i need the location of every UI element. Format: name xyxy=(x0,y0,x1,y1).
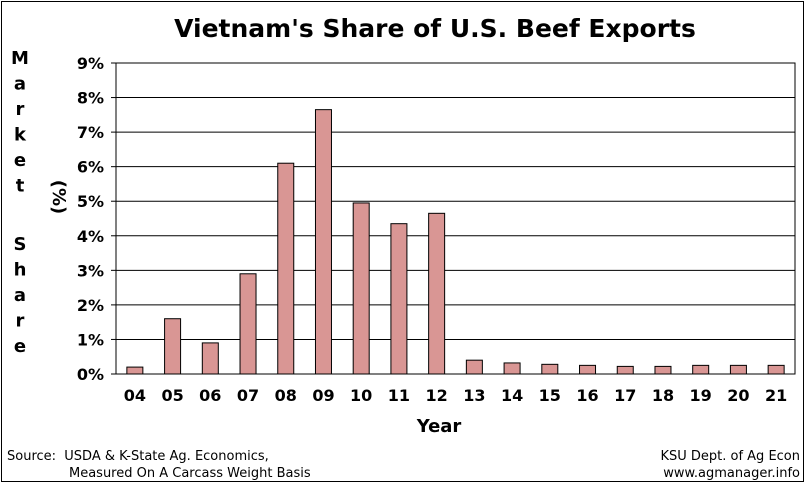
bar-16 xyxy=(579,364,597,375)
y-tick-label: 7% xyxy=(77,123,104,142)
bar-06 xyxy=(201,342,219,375)
x-tick-label: 14 xyxy=(501,386,523,405)
y-axis-label-share-letter: h xyxy=(14,260,27,281)
y-axis-label-share-letter: r xyxy=(16,311,25,332)
bar-05 xyxy=(164,318,182,375)
x-tick-label: 20 xyxy=(727,386,749,405)
x-tick-label: 08 xyxy=(275,386,297,405)
x-tick-label: 05 xyxy=(161,386,183,405)
y-axis-label-market-letter: M xyxy=(11,48,29,69)
source-line-1: Source: USDA & K-State Ag. Economics, xyxy=(7,449,269,464)
credit-line-1: KSU Dept. of Ag Econ xyxy=(660,449,800,464)
plot-area xyxy=(115,62,796,375)
x-tick-label: 06 xyxy=(199,386,221,405)
bar-18 xyxy=(654,365,672,375)
bar-04 xyxy=(126,366,144,375)
bar-14 xyxy=(503,362,521,375)
y-axis-unit: (%) xyxy=(48,180,69,215)
y-axis-label-market-letter: t xyxy=(16,176,25,197)
source-line-2: Measured On A Carcass Weight Basis xyxy=(7,466,311,481)
y-tick-label: 4% xyxy=(77,227,104,246)
bar-17 xyxy=(616,365,634,375)
bar-12 xyxy=(428,212,446,375)
x-tick-label: 16 xyxy=(576,386,598,405)
chart-title: Vietnam's Share of U.S. Beef Exports xyxy=(174,14,696,43)
x-tick-label: 13 xyxy=(463,386,485,405)
bar-13 xyxy=(465,359,483,375)
bar-10 xyxy=(352,202,370,375)
x-tick-label: 21 xyxy=(765,386,787,405)
y-axis-label-market-letter: k xyxy=(14,125,27,146)
y-axis-label-market-letter: e xyxy=(14,150,26,171)
x-tick-label: 19 xyxy=(690,386,712,405)
x-tick-label: 07 xyxy=(237,386,259,405)
y-tick-label: 1% xyxy=(77,330,104,349)
y-axis-label-market-letter: a xyxy=(14,74,26,95)
bar-20 xyxy=(729,364,747,375)
bar-08 xyxy=(277,162,295,375)
bar-11 xyxy=(390,223,408,375)
x-tick-label: 11 xyxy=(388,386,410,405)
x-tick-label: 12 xyxy=(426,386,448,405)
y-tick-label: 3% xyxy=(77,261,104,280)
y-tick-label: 5% xyxy=(77,192,104,211)
bar-21 xyxy=(767,364,785,375)
y-axis-label-share-letter: S xyxy=(14,234,27,255)
x-axis-label: Year xyxy=(416,416,462,437)
x-tick-label: 18 xyxy=(652,386,674,405)
x-tick-label: 15 xyxy=(539,386,561,405)
bar-19 xyxy=(692,364,710,375)
credit-note: KSU Dept. of Ag Econ www.agmanager.info xyxy=(660,448,800,482)
y-tick-label: 9% xyxy=(77,54,104,73)
credit-line-2: www.agmanager.info xyxy=(663,466,800,481)
x-tick-label: 10 xyxy=(350,386,372,405)
y-tick-label: 0% xyxy=(77,365,104,384)
x-tick-label: 09 xyxy=(312,386,334,405)
bar-15 xyxy=(541,363,559,375)
y-axis-label-market-letter: r xyxy=(16,99,25,120)
y-axis-label-share-letter: a xyxy=(14,285,26,306)
y-axis-label-share-letter: e xyxy=(14,336,26,357)
source-note: Source: USDA & K-State Ag. Economics, Me… xyxy=(7,448,311,482)
x-tick-label: 04 xyxy=(124,386,146,405)
y-tick-label: 2% xyxy=(77,296,104,315)
bar-07 xyxy=(239,273,257,375)
bar-09 xyxy=(314,109,332,375)
y-tick-label: 6% xyxy=(77,158,104,177)
x-tick-label: 17 xyxy=(614,386,636,405)
y-tick-label: 8% xyxy=(77,89,104,108)
